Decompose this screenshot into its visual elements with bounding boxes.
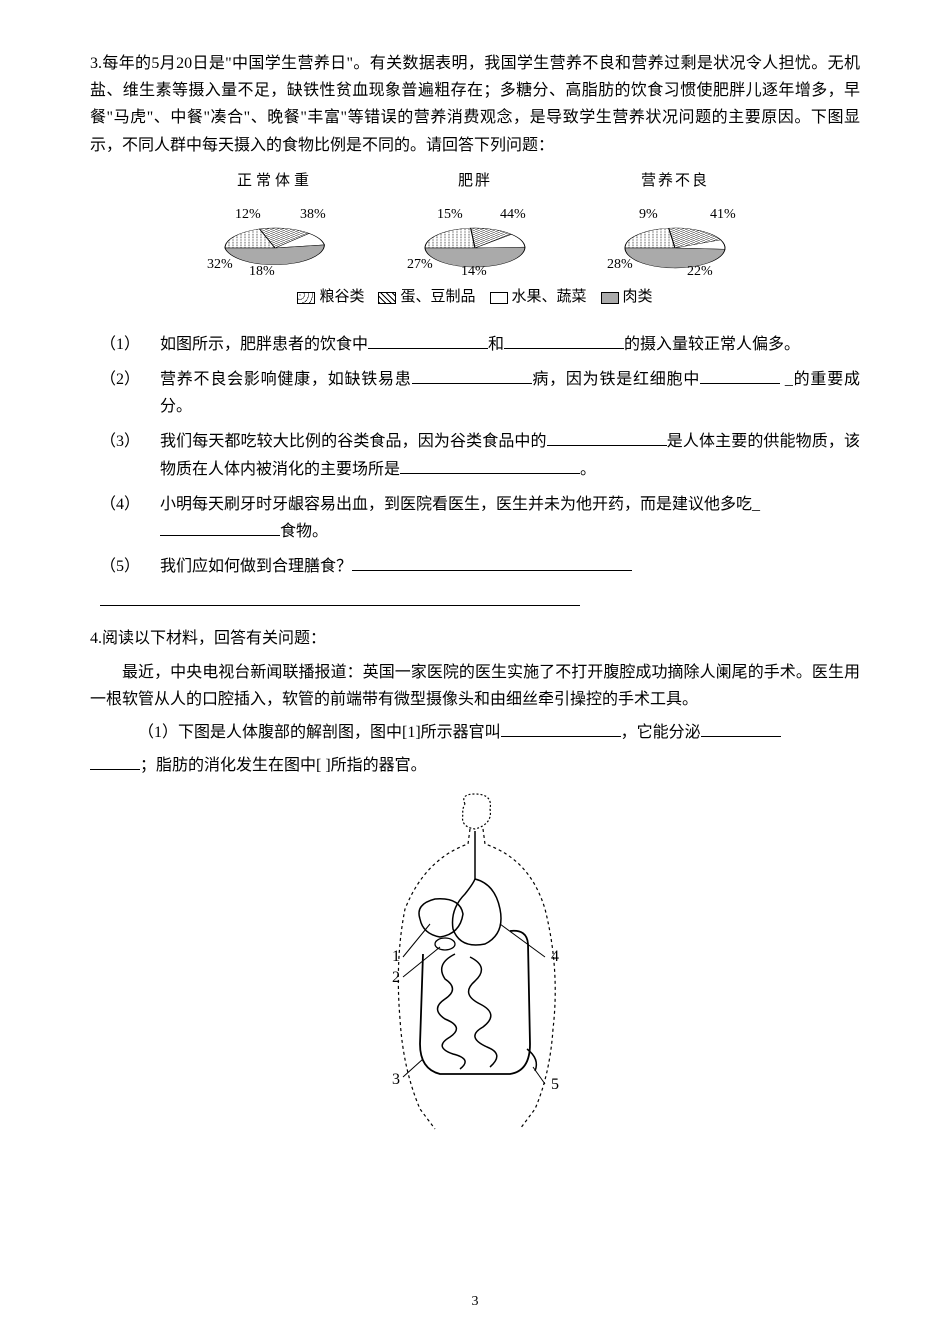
legend-label-fruit: 水果、蔬菜 <box>512 285 587 311</box>
legend-fruit: 水果、蔬菜 <box>490 285 587 311</box>
q3-1a: 如图所示，肥胖患者的饮食中 <box>160 336 368 353</box>
q3-4: （4） 小明每天刷牙时牙龈容易出血，到医院看医生，医生并未为他开药，而是建议他多… <box>100 491 860 545</box>
q4-intro: 最近，中央电视台新闻联播报道：英国一家医院的医生实施了不打开腹腔成功摘除人阑尾的… <box>90 659 860 713</box>
page-number: 3 <box>472 1290 479 1314</box>
blank[interactable] <box>547 428 667 446</box>
blank[interactable] <box>400 456 580 474</box>
q4-1c: ；脂肪的消化发生在图中[ ]所指的器官。 <box>140 757 427 774</box>
blank[interactable] <box>501 719 621 737</box>
q3-1c: 的摄入量较正常人偏多。 <box>624 336 800 353</box>
diagram-label-5: 5 <box>551 1076 559 1093</box>
svg-text:14%: 14% <box>461 264 487 279</box>
pie-normal: 正常体重 32% 18% 12% <box>195 169 355 284</box>
blank[interactable] <box>90 752 140 770</box>
blank[interactable] <box>368 331 488 349</box>
blank[interactable] <box>700 366 780 384</box>
q3-sublist: （1） 如图所示，肥胖患者的饮食中 和 的摄入量较正常人偏多。 （2） 营养不良会影… <box>100 331 860 616</box>
blank-long[interactable] <box>100 588 580 606</box>
q3-1-num: （1） <box>100 331 160 358</box>
pie-svg-normal: 32% 18% 12% 38% <box>195 198 355 283</box>
svg-text:22%: 22% <box>687 264 713 279</box>
q3-3: （3） 我们每天都吃较大比例的谷类食品，因为谷类食品中的是人体主要的供能物质，该… <box>100 428 860 482</box>
legend: 粮谷类 蛋、豆制品 水果、蔬菜 肉类 <box>297 285 652 311</box>
q3-2: （2） 营养不良会影响健康，如缺铁易患病，因为铁是红细胞中 _的重要成分。 <box>100 366 860 420</box>
diagram-label-3: 3 <box>392 1071 400 1088</box>
diagram-label-2: 2 <box>392 969 400 986</box>
pie-title-normal: 正常体重 <box>237 169 313 195</box>
legend-box-egg <box>378 292 396 304</box>
q3-5-num: （5） <box>100 553 160 580</box>
svg-text:41%: 41% <box>710 207 736 222</box>
legend-label-grain: 粮谷类 <box>319 285 364 311</box>
legend-box-grain <box>297 292 315 304</box>
svg-text:15%: 15% <box>437 207 463 222</box>
pie-poor: 营养不良 28% 22% 9% 41% <box>595 169 755 284</box>
q3-4b: 食物。 <box>280 523 328 540</box>
q3-4a: 小明每天刷牙时牙龈容易出血，到医院看医生，医生并未为他开药，而是建议他多吃 <box>160 496 752 513</box>
legend-egg: 蛋、豆制品 <box>378 285 475 311</box>
pie-title-fat: 肥胖 <box>458 169 492 195</box>
q3-5: （5） 我们应如何做到合理膳食？ <box>100 553 860 580</box>
legend-grain: 粮谷类 <box>297 285 364 311</box>
legend-label-egg: 蛋、豆制品 <box>400 285 475 311</box>
q3-4-num: （4） <box>100 491 160 545</box>
legend-box-meat <box>601 292 619 304</box>
svg-text:38%: 38% <box>300 207 326 222</box>
svg-text:32%: 32% <box>207 257 233 272</box>
q4-1b: ，它能分泌 <box>621 724 701 741</box>
q3-5a: 我们应如何做到合理膳食？ <box>160 558 352 575</box>
blank[interactable] <box>701 719 781 737</box>
legend-box-fruit <box>490 292 508 304</box>
q3-1b: 和 <box>488 336 504 353</box>
q3-3c: 。 <box>580 461 596 478</box>
svg-text:28%: 28% <box>607 257 633 272</box>
q4-1a: （1）下图是人体腹部的解剖图，图中[1]所示器官叫 <box>138 724 501 741</box>
q4-title: 4.阅读以下材料，回答有关问题： <box>90 625 860 652</box>
blank[interactable] <box>504 331 624 349</box>
q3-2b: 病，因为铁是红细胞中 <box>532 371 701 388</box>
q3-3a: 我们每天都吃较大比例的谷类食品，因为谷类食品中的 <box>160 433 547 450</box>
body-svg: 1 2 3 4 5 <box>345 789 605 1139</box>
svg-text:44%: 44% <box>500 207 526 222</box>
pie-title-poor: 营养不良 <box>641 169 709 195</box>
pie-svg-poor: 28% 22% 9% 41% <box>595 198 755 283</box>
q3-1: （1） 如图所示，肥胖患者的饮食中 和 的摄入量较正常人偏多。 <box>100 331 860 358</box>
pie-svg-fat: 27% 14% 15% 44% <box>395 198 555 283</box>
diagram-label-4: 4 <box>551 948 559 965</box>
legend-meat: 肉类 <box>601 285 653 311</box>
q3-2-num: （2） <box>100 366 160 420</box>
svg-text:27%: 27% <box>407 257 433 272</box>
diagram-label-1: 1 <box>392 948 400 965</box>
svg-text:18%: 18% <box>249 264 275 279</box>
svg-text:9%: 9% <box>639 207 658 222</box>
q3-intro: 3.每年的5月20日是"中国学生营养日"。有关数据表明，我国学生营养不良和营养过… <box>90 50 860 159</box>
blank[interactable] <box>160 518 280 536</box>
body-diagram: 1 2 3 4 5 <box>90 789 860 1139</box>
q4-sub1: （1）下图是人体腹部的解剖图，图中[1]所示器官叫 ，它能分泌 <box>90 719 860 746</box>
q3-2a: 营养不良会影响健康，如缺铁易患 <box>160 371 412 388</box>
pie-fat: 肥胖 27% 14% 15% 44% <box>395 169 555 284</box>
q3-3-num: （3） <box>100 428 160 482</box>
legend-label-meat: 肉类 <box>623 285 653 311</box>
blank[interactable] <box>412 366 532 384</box>
blank[interactable] <box>352 553 632 571</box>
svg-text:12%: 12% <box>235 207 261 222</box>
pie-charts: 正常体重 32% 18% 12% <box>90 169 860 311</box>
q4-sub1c-line: ；脂肪的消化发生在图中[ ]所指的器官。 <box>90 752 860 779</box>
